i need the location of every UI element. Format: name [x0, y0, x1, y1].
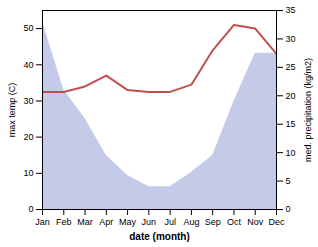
svg-text:Feb: Feb [56, 217, 72, 227]
svg-text:0: 0 [286, 204, 291, 214]
svg-text:30: 30 [286, 34, 296, 44]
svg-text:50: 50 [23, 23, 33, 33]
svg-text:May: May [119, 217, 137, 227]
svg-text:25: 25 [286, 62, 296, 72]
svg-text:20: 20 [23, 132, 33, 142]
svg-text:Jul: Jul [164, 217, 176, 227]
svg-text:10: 10 [286, 148, 296, 158]
svg-text:date (month): date (month) [129, 231, 190, 242]
svg-text:Sep: Sep [205, 217, 221, 227]
svg-text:20: 20 [286, 91, 296, 101]
svg-text:Jan: Jan [35, 217, 50, 227]
svg-text:0: 0 [28, 204, 33, 214]
svg-text:max temp (C): max temp (C) [7, 83, 17, 138]
svg-text:Apr: Apr [99, 217, 113, 227]
svg-text:med. precipitation (kg/m2): med. precipitation (kg/m2) [303, 58, 313, 162]
svg-text:40: 40 [23, 60, 33, 70]
svg-text:35: 35 [286, 5, 296, 15]
svg-text:Oct: Oct [227, 217, 242, 227]
svg-text:5: 5 [286, 176, 291, 186]
svg-text:Aug: Aug [183, 217, 199, 227]
svg-text:30: 30 [23, 96, 33, 106]
svg-text:Dec: Dec [268, 217, 285, 227]
svg-text:Mar: Mar [77, 217, 93, 227]
svg-text:10: 10 [23, 168, 33, 178]
svg-text:Nov: Nov [247, 217, 264, 227]
svg-text:Jun: Jun [142, 217, 157, 227]
svg-text:15: 15 [286, 119, 296, 129]
